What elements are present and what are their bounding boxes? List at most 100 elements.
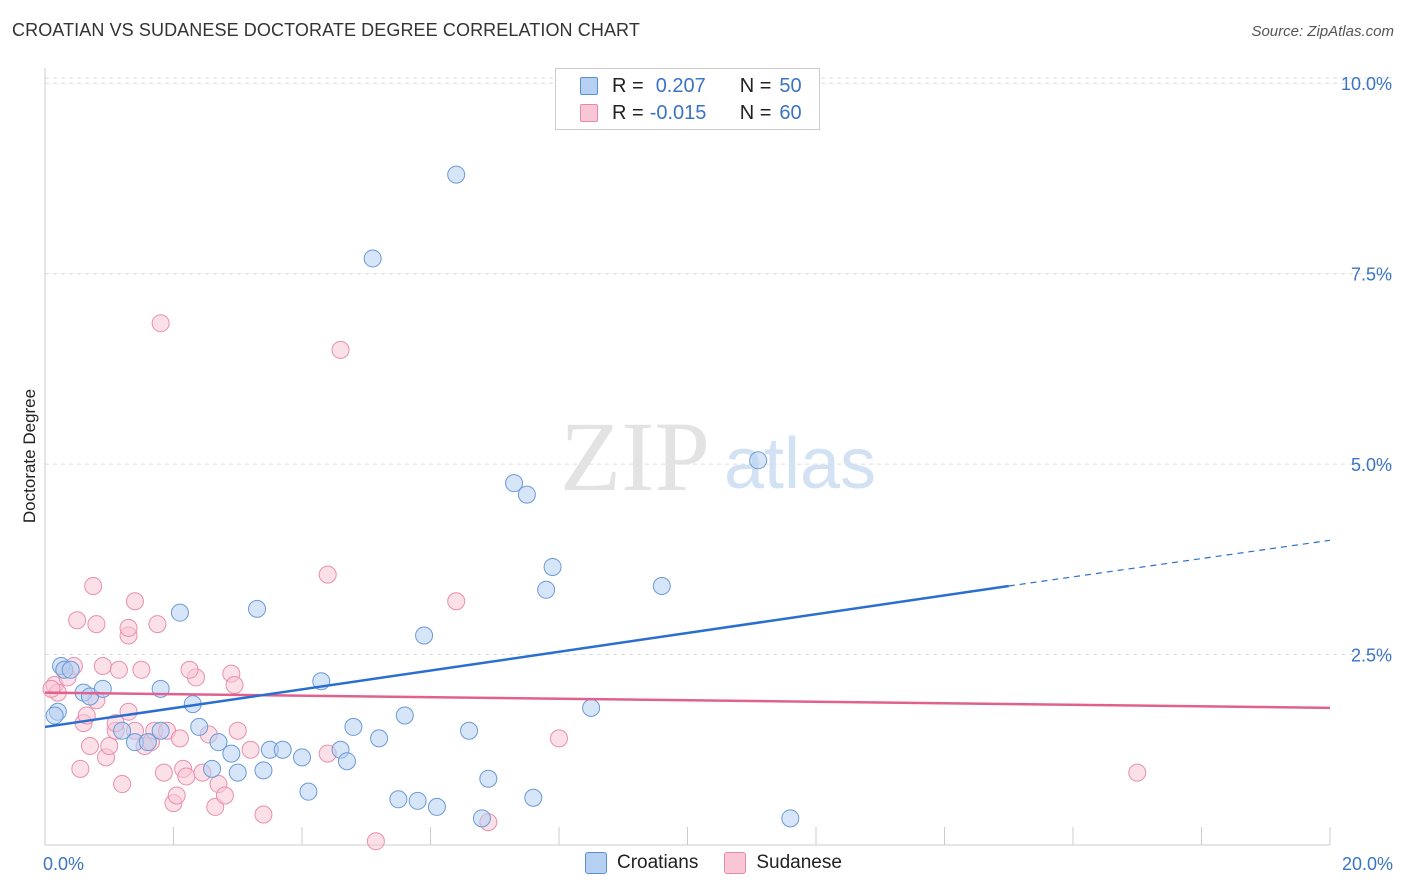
croatians-point <box>190 717 209 736</box>
croatians-point <box>408 791 427 810</box>
sudanese-point <box>113 775 132 794</box>
y-tick-label: 10.0% <box>1341 74 1392 94</box>
croatians-swatch <box>580 77 598 95</box>
sudanese-point <box>132 660 151 679</box>
sudanese-point <box>167 786 186 805</box>
sudanese-legend-swatch <box>724 852 747 874</box>
croatians-point <box>582 698 601 717</box>
sudanese-legend-label: Sudanese <box>756 852 842 873</box>
sudanese-point <box>80 736 99 755</box>
croatians-point <box>45 706 64 725</box>
croatians-point <box>337 752 356 771</box>
sudanese-point <box>119 618 138 637</box>
sudanese-point <box>254 805 273 824</box>
legend-row-croatians: R = 0.207 N = 50 <box>580 74 802 98</box>
croatians-point <box>505 474 524 493</box>
sudanese-point <box>87 615 106 634</box>
watermark-zip: ZIP <box>560 401 710 512</box>
r-value: 0.207 <box>655 74 706 97</box>
croatians-point <box>460 721 479 740</box>
n-value: 50 <box>779 74 802 97</box>
series-legend: Croatians Sudanese <box>585 852 868 874</box>
croatians-legend-swatch <box>585 852 607 874</box>
croatians-point <box>363 249 382 268</box>
croatians-point <box>524 788 543 807</box>
trend-lines <box>44 539 1331 729</box>
sudanese-point <box>225 676 244 695</box>
croatians-point <box>61 660 80 679</box>
legend-row-sudanese: R = -0.015 N = 60 <box>580 101 802 125</box>
sudanese-point <box>42 679 61 698</box>
croatians-point <box>228 763 247 782</box>
x-tick-label: 20.0% <box>1342 854 1393 874</box>
watermark: ZIP atlas <box>560 401 876 512</box>
sudanese-swatch <box>580 104 598 122</box>
sudanese-point <box>177 767 196 786</box>
sudanese-point <box>550 729 568 748</box>
croatians-point <box>479 769 498 788</box>
croatians-point <box>209 733 228 752</box>
n-label: N = <box>739 101 772 124</box>
sudanese-trend-line <box>44 691 1331 710</box>
croatians-trend-line <box>44 584 1009 729</box>
source-label: Source: ZipAtlas.com <box>1251 23 1394 40</box>
tick-labels: 2.5% 5.0% 7.5% 10.0% 0.0% 20.0% <box>43 74 1393 874</box>
croatians-point <box>652 577 671 595</box>
sudanese-point <box>68 611 87 630</box>
croatians-point <box>203 759 222 778</box>
x-tick-label: 0.0% <box>43 854 84 874</box>
croatians-point <box>543 557 562 576</box>
sudanese-point <box>119 702 138 721</box>
sudanese-point <box>100 736 119 755</box>
croatians-point <box>170 603 189 622</box>
croatians-legend-label: Croatians <box>617 852 699 873</box>
r-value: -0.015 <box>649 101 707 124</box>
croatians-point <box>415 626 434 645</box>
sudanese-point <box>125 592 144 611</box>
sudanese-point <box>109 660 128 679</box>
croatians-point <box>395 706 414 725</box>
croatians-point <box>389 790 408 809</box>
croatians-point <box>93 679 112 698</box>
croatians-point <box>248 599 267 618</box>
sudanese-point <box>148 615 167 634</box>
r-label: R = <box>612 101 644 124</box>
croatians-point <box>427 797 446 816</box>
sudanese-point <box>228 721 247 740</box>
legend-item-croatians: Croatians <box>585 852 698 874</box>
y-tick-label: 5.0% <box>1351 455 1392 475</box>
axes <box>44 68 1331 846</box>
croatians-point <box>781 809 800 828</box>
croatians-point <box>537 580 556 599</box>
croatians-point <box>254 761 273 780</box>
croatians-point <box>749 451 768 470</box>
croatians-point <box>517 485 536 504</box>
watermark-atlas: atlas <box>724 424 876 504</box>
sudanese-point <box>180 660 199 679</box>
croatians-point <box>299 782 318 801</box>
sudanese-point <box>151 314 170 333</box>
croatians-trend-extension <box>1008 539 1331 587</box>
croatians-point <box>447 165 466 184</box>
croatians-point <box>370 729 389 748</box>
n-value: 60 <box>779 101 802 124</box>
croatians-point <box>113 721 132 740</box>
stats-legend: R = 0.207 N = 50 R = -0.015 N = 60 <box>555 68 820 130</box>
sudanese-point <box>1128 763 1147 782</box>
croatians-point <box>151 721 170 740</box>
croatians-point <box>344 717 363 736</box>
croatians-point <box>222 744 241 763</box>
sudanese-point <box>215 786 234 805</box>
n-label: N = <box>739 74 772 97</box>
sudanese-point <box>170 729 189 748</box>
croatians-point <box>138 733 157 752</box>
sudanese-point <box>331 340 350 359</box>
sudanese-point <box>93 656 112 675</box>
sudanese-point <box>241 740 260 759</box>
y-tick-label: 7.5% <box>1351 265 1392 285</box>
chart-title: CROATIAN VS SUDANESE DOCTORATE DEGREE CO… <box>12 20 640 40</box>
sudanese-point <box>366 832 385 851</box>
sudanese-point <box>71 759 90 778</box>
sudanese-point <box>84 577 103 595</box>
